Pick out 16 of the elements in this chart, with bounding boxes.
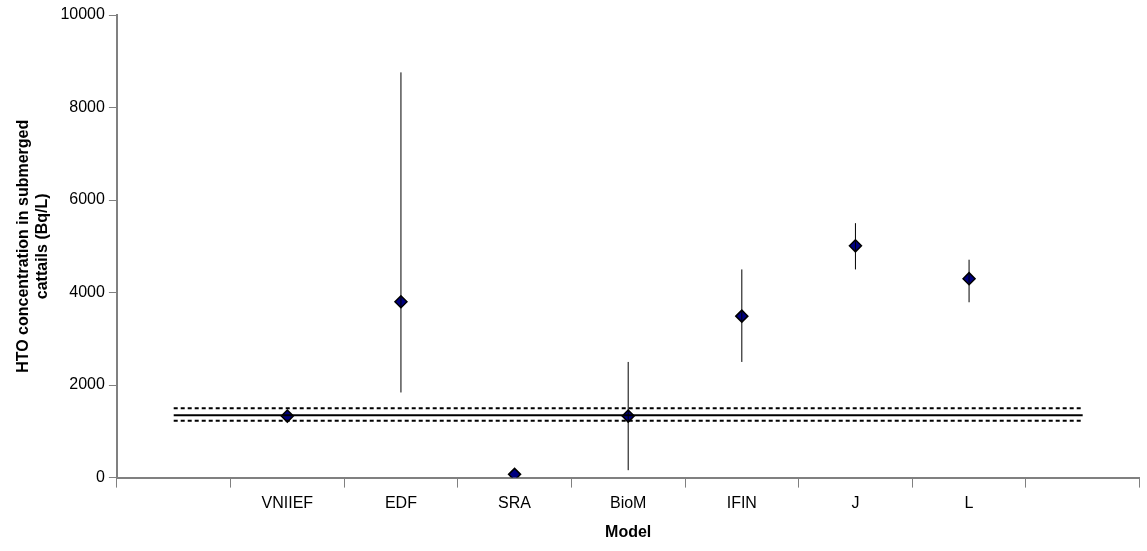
x-tick-label: SRA	[498, 493, 532, 511]
point	[507, 467, 522, 478]
y-tick-label: 6000	[69, 190, 105, 208]
x-tick-label: VNIIEF	[261, 493, 314, 511]
y-tick-label: 2000	[69, 375, 105, 393]
x-tick-label: EDF	[384, 493, 418, 511]
x-tick-label: IFIN	[726, 493, 757, 511]
y-tick-label: 4000	[69, 282, 105, 300]
y-tick-label: 0	[95, 468, 105, 486]
x-tick-label: J	[851, 493, 860, 511]
x-tick-label: L	[964, 493, 974, 511]
x-axis-title: Model	[605, 522, 652, 540]
x-tick-label: BioM	[609, 493, 647, 511]
y-tick-label: 10000	[60, 5, 105, 23]
y-tick-label: 8000	[69, 97, 105, 115]
y-axis-title: HTO concentration in submerged cattails (Bq/L)	[14, 119, 51, 373]
